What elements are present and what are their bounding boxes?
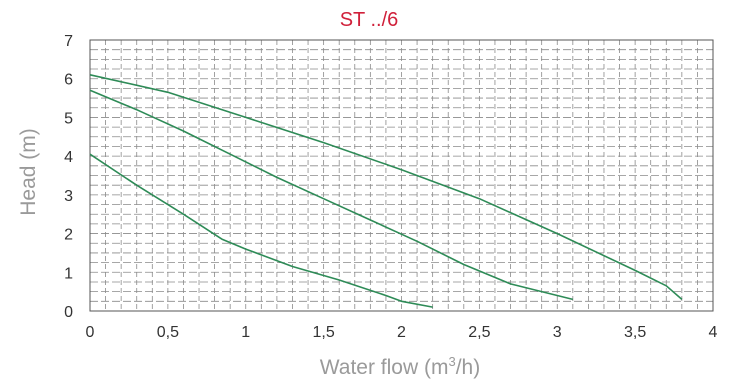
y-tick-label: 0 (64, 304, 73, 321)
x-tick-label: 0 (86, 324, 95, 341)
y-axis-label: Head (m) (17, 128, 40, 216)
x-tick-labels: 0 0,5 1 1,5 2 2,5 3 3,5 4 (86, 324, 718, 341)
y-tick-label: 1 (64, 265, 73, 282)
x-axis-label-superscript: 3 (448, 354, 455, 369)
series-line-1 (89, 153, 433, 308)
x-tick-label: 3 (553, 324, 562, 341)
plot-frame (89, 39, 714, 312)
chart-title: ST ../6 (340, 9, 399, 31)
x-tick-label: 2 (397, 324, 406, 341)
x-axis-label: Water flow (m3/h) (320, 354, 480, 379)
x-tick-label: 1 (241, 324, 250, 341)
y-tick-label: 4 (64, 149, 73, 166)
y-tick-label: 7 (64, 33, 73, 50)
x-tick-label: 2,5 (468, 324, 490, 341)
x-tick-label: 3,5 (624, 324, 646, 341)
series-line-3 (89, 74, 683, 301)
x-tick-label: 1,5 (313, 324, 335, 341)
x-tick-label: 4 (709, 324, 718, 341)
series-line-2 (89, 89, 573, 301)
y-tick-label: 3 (64, 188, 73, 205)
y-tick-label: 2 (64, 227, 73, 244)
y-tick-label: 6 (64, 72, 73, 89)
y-tick-label: 5 (64, 110, 73, 127)
x-tick-label: 0,5 (157, 324, 179, 341)
x-axis-label-main: Water flow (m (320, 356, 449, 379)
x-axis-label-tail: /h) (456, 356, 481, 379)
y-tick-labels: 0 1 2 3 4 5 6 7 (64, 33, 73, 321)
series-layer (89, 74, 683, 308)
